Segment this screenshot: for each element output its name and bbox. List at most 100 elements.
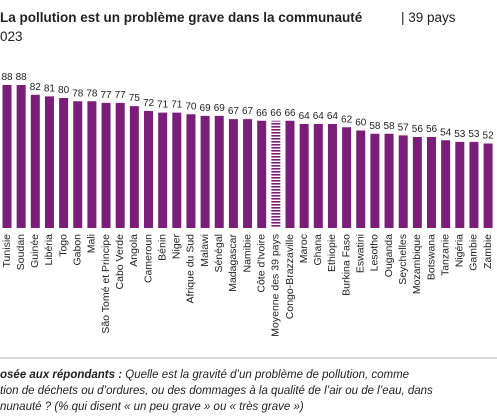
- bar: [186, 114, 196, 228]
- bar: [257, 120, 267, 228]
- x-tick-label: Tanzanie: [439, 234, 451, 276]
- value-label: 64: [313, 111, 325, 122]
- bar: [101, 102, 111, 228]
- bar: [87, 101, 97, 228]
- x-tick-label: Mali: [86, 234, 98, 253]
- value-label: 64: [327, 111, 339, 122]
- value-label: 58: [383, 121, 395, 132]
- bar: [2, 85, 12, 228]
- x-tick-label: Ghana: [312, 234, 324, 266]
- x-tick-label: Tunisie: [1, 234, 13, 268]
- value-label: 66: [284, 108, 296, 119]
- value-label: 82: [30, 82, 42, 93]
- value-label: 69: [214, 103, 226, 114]
- value-label: 80: [58, 85, 70, 96]
- x-tick-label: Soudan: [15, 234, 27, 270]
- bar: [271, 120, 281, 228]
- x-tick-label: Libéria: [43, 234, 55, 266]
- bar: [243, 119, 253, 228]
- bar: [384, 133, 394, 228]
- bar: [455, 141, 465, 228]
- x-tick-label: Afrique du Sud: [185, 234, 197, 304]
- value-label: 81: [44, 83, 56, 94]
- x-tick-label: Zambie: [482, 234, 494, 269]
- value-label: 70: [185, 101, 197, 112]
- x-tick-label: Ouganda: [383, 234, 395, 277]
- bar: [441, 140, 451, 228]
- value-label: 77: [100, 90, 112, 101]
- note: nunauté ? (% qui disent « un peu grave »…: [0, 401, 304, 413]
- x-tick-label: Bénin: [156, 234, 168, 261]
- value-label: 88: [16, 72, 28, 83]
- value-label: 67: [228, 106, 240, 117]
- bar: [469, 141, 479, 228]
- bar: [299, 124, 309, 228]
- x-tick-label: Namibie: [241, 234, 253, 273]
- x-tick-label: Niger: [171, 233, 183, 259]
- value-label: 58: [369, 121, 381, 132]
- x-tick-label: Gambie: [468, 234, 480, 271]
- x-tick-label: São Tomé et Principe: [100, 234, 112, 334]
- x-tick-label: Guinée: [29, 234, 41, 268]
- x-tick-label: Madagascar: [227, 233, 239, 291]
- bar: [144, 111, 153, 228]
- value-label: 67: [242, 106, 254, 117]
- bar: [398, 135, 408, 228]
- value-label: 56: [426, 124, 438, 135]
- chart-title: La pollution est un problème grave dans …: [0, 10, 363, 25]
- bar: [200, 115, 210, 228]
- value-label: 53: [454, 129, 466, 140]
- x-tick-label: Cabo Verde: [114, 234, 126, 290]
- value-label: 53: [468, 129, 480, 140]
- x-tick-label: Burkina Faso: [340, 234, 352, 296]
- bar: [285, 120, 295, 228]
- bar: [73, 101, 83, 228]
- value-label: 78: [72, 88, 84, 99]
- value-label: 54: [440, 127, 452, 138]
- x-tick-label: Sénégal: [213, 234, 225, 273]
- value-label: 71: [157, 100, 169, 111]
- value-label: 56: [412, 124, 424, 135]
- bar: [412, 137, 422, 228]
- x-tick-label: Mozambique: [411, 234, 423, 294]
- value-label: 66: [270, 108, 282, 119]
- bar: [214, 115, 224, 228]
- bar: [115, 102, 125, 228]
- value-label: 88: [1, 72, 13, 83]
- bar: [16, 85, 26, 228]
- bar: [483, 143, 493, 228]
- value-label: 57: [398, 122, 410, 133]
- value-label: 72: [143, 98, 155, 109]
- x-tick-label: Togo: [57, 234, 69, 257]
- bar: [44, 96, 54, 228]
- x-tick-label: Angola: [128, 234, 140, 267]
- value-label: 60: [355, 118, 367, 129]
- x-tick-label: Ethiopie: [326, 234, 338, 272]
- bar: [129, 106, 139, 228]
- subtitle: 023: [0, 29, 23, 44]
- x-tick-label: Cameroun: [142, 234, 154, 283]
- x-tick-label: Gabon: [72, 234, 84, 266]
- bar: [327, 124, 337, 228]
- bar: [158, 112, 168, 228]
- value-label: 52: [483, 131, 495, 142]
- value-label: 62: [341, 114, 353, 125]
- value-label: 64: [299, 111, 311, 122]
- bar: [59, 98, 69, 228]
- x-tick-label: Botswana: [425, 234, 437, 280]
- x-tick-label: Lesotho: [369, 234, 381, 272]
- bar: [427, 137, 436, 228]
- x-tick-label: Maroc: [298, 234, 310, 263]
- bar: [228, 119, 238, 228]
- x-tick-label: Nigéria: [454, 234, 466, 267]
- value-label: 75: [129, 93, 141, 104]
- bar: [172, 112, 182, 228]
- bar: [342, 127, 352, 228]
- subtitle: | 39 pays: [401, 10, 456, 25]
- note: osée aux répondants : Quelle est la grav…: [0, 369, 409, 381]
- note: tion de déchets ou d’ordures, ou des dom…: [0, 385, 433, 397]
- x-tick-label: Seychelles: [397, 234, 409, 285]
- x-tick-label: Eswatini: [355, 234, 367, 273]
- x-tick-label: Malawi: [199, 234, 211, 267]
